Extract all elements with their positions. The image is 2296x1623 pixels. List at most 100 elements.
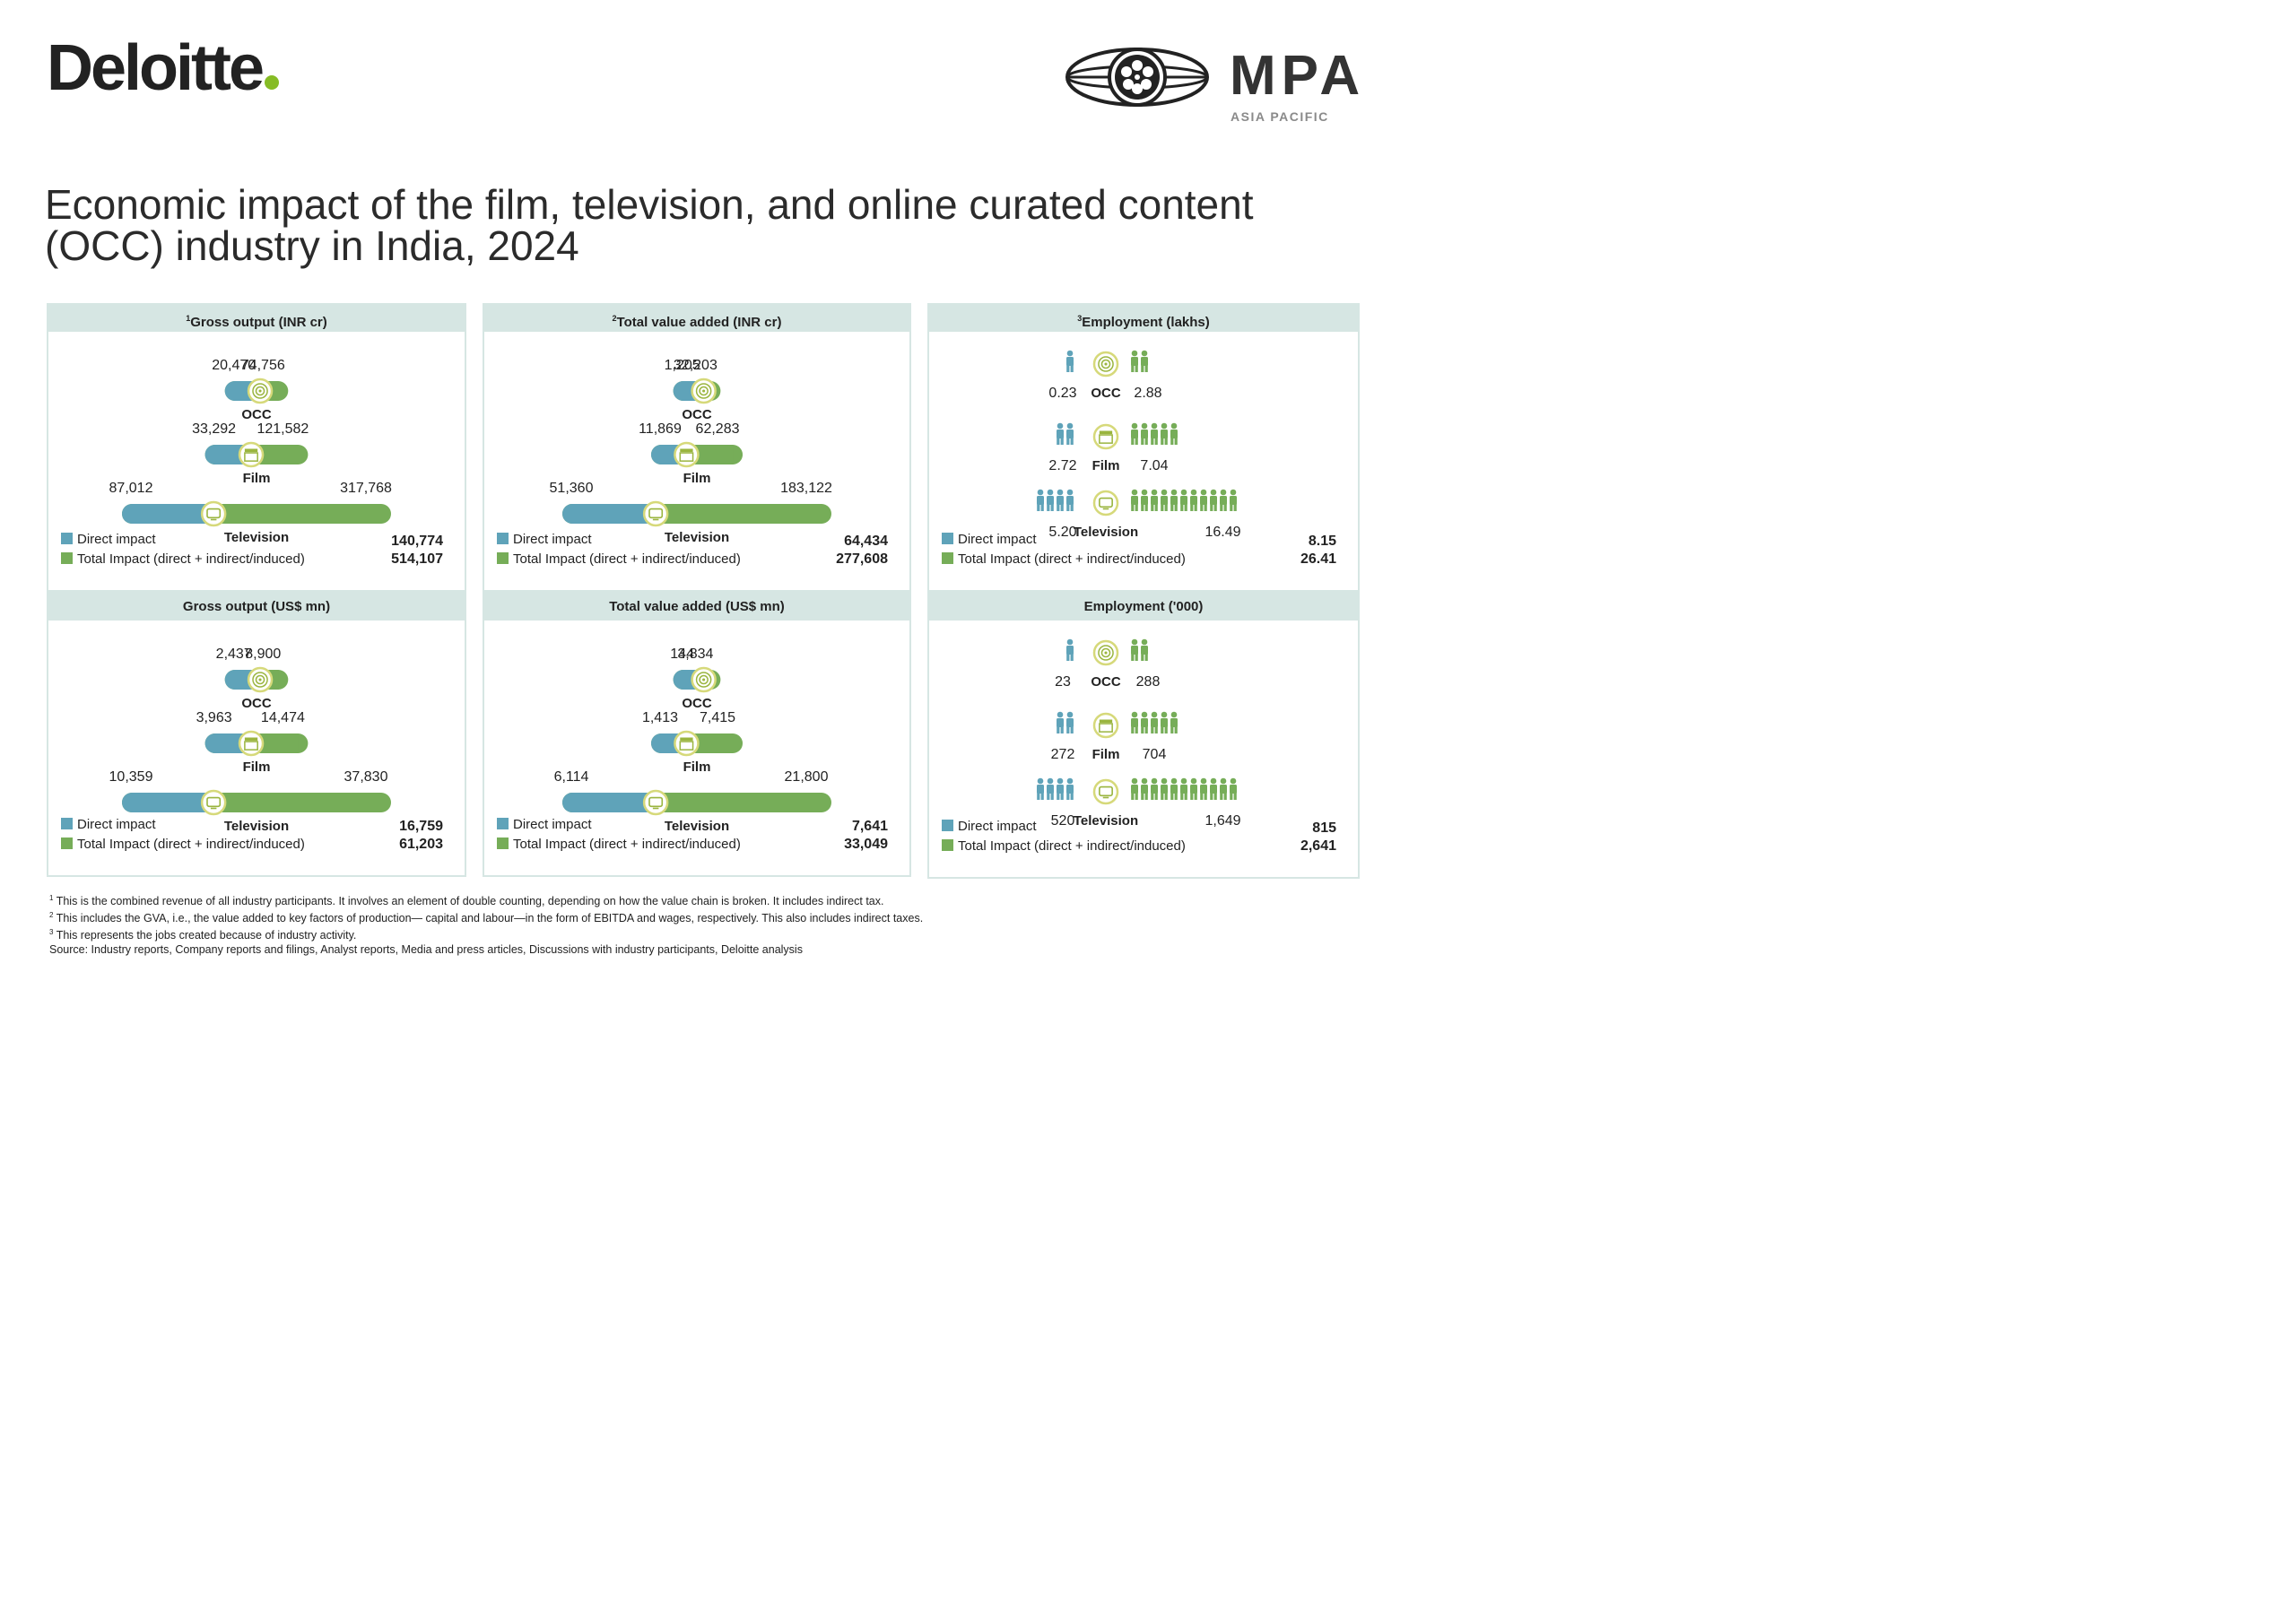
total-value-label: 14,474 — [261, 710, 305, 725]
direct-person-leg-left — [1066, 365, 1070, 372]
total-person-leg-right — [1194, 504, 1197, 511]
direct-value-label: 1,413 — [642, 710, 678, 725]
category-label-film: Film — [243, 471, 271, 486]
total-person-body — [1131, 430, 1138, 438]
total-person-leg-right — [1164, 726, 1168, 733]
direct-value-label: 33,292 — [192, 421, 236, 437]
clapperboard-icon — [244, 452, 258, 462]
total-value-label: 74,756 — [241, 358, 285, 373]
direct-person-head — [1066, 777, 1074, 785]
clapperboard-icon — [679, 452, 694, 462]
total-value-label: 7.04 — [1140, 458, 1168, 473]
direct-person-leg-right — [1040, 793, 1044, 800]
occ-center-dot-icon — [702, 678, 706, 681]
total-person-body — [1170, 785, 1178, 794]
occ-ring-icon — [252, 383, 268, 399]
total-person-leg-left — [1170, 504, 1174, 511]
total-value-label: 3,834 — [677, 647, 713, 662]
direct-person-leg-right — [1070, 438, 1074, 445]
direct-person-body — [1066, 357, 1074, 366]
television-badge — [1092, 778, 1119, 805]
direct-person-leg-left — [1057, 726, 1060, 733]
total-person-head — [1131, 422, 1138, 430]
panel-title-text: Total value added (US$ mn) — [609, 599, 785, 614]
total-person-leg-left — [1131, 726, 1135, 733]
total-person-head — [1170, 777, 1178, 785]
footnote-2-marker: 2 — [49, 911, 54, 920]
total-value-label: 21,800 — [785, 769, 829, 785]
legend: Direct impact Total Impact (direct + indi… — [942, 819, 1336, 854]
total-person-head — [1180, 777, 1187, 785]
total-person-leg-left — [1131, 504, 1135, 511]
direct-value-label: 3,963 — [196, 710, 232, 725]
category-label-film: Film — [1092, 747, 1120, 762]
bar-group-film: 11,869 62,283 Film — [639, 421, 744, 486]
direct-person-head — [1047, 777, 1054, 785]
category-label-television: Television — [224, 819, 289, 834]
television-icon — [648, 796, 664, 808]
total-person-leg-left — [1131, 365, 1135, 372]
total-person-leg-left — [1131, 654, 1135, 661]
television-icon — [206, 508, 222, 519]
occ-inner-ring-icon — [255, 386, 265, 396]
legend-direct-swatch — [942, 820, 953, 831]
direct-person-leg-right — [1060, 438, 1064, 445]
total-person-leg-left — [1151, 438, 1154, 445]
direct-person-leg-left — [1066, 726, 1070, 733]
direct-bar-television — [562, 793, 666, 812]
total-person-leg-left — [1170, 726, 1174, 733]
television-badge — [200, 500, 227, 527]
category-label-television: Television — [224, 530, 289, 545]
clapperboard-icon — [1099, 723, 1113, 733]
pictograph-group-occ: 23 OCC 288 — [1055, 638, 1160, 690]
total-person-leg-right — [1135, 504, 1138, 511]
total-person-body — [1161, 430, 1168, 438]
total-person-body — [1141, 646, 1148, 655]
direct-person-head — [1057, 777, 1064, 785]
bar-group-film: 3,963 14,474 Film — [196, 710, 309, 775]
mpa-globe-reel-icon — [1065, 48, 1209, 107]
film-badge — [1092, 423, 1119, 450]
clapper-stripe-icon — [680, 448, 693, 453]
panel-title-footnote-marker: 3 — [1077, 314, 1083, 323]
total-person-head — [1141, 422, 1148, 430]
film-badge — [1092, 712, 1119, 739]
direct-person-body — [1066, 785, 1074, 794]
total-direct-value: 16,759 — [399, 819, 443, 834]
footnote-1: 1 This is the combined revenue of all in… — [49, 891, 1350, 908]
direct-person-head — [1066, 638, 1074, 646]
total-person-leg-right — [1135, 726, 1138, 733]
direct-person-leg-right — [1070, 365, 1074, 372]
category-label-occ: OCC — [241, 407, 272, 422]
legend-total-label: Total Impact (direct + indirect/induced) — [513, 551, 741, 567]
total-person-leg-right — [1144, 793, 1148, 800]
occ-ring-icon — [695, 672, 712, 688]
total-person-leg-right — [1233, 793, 1237, 800]
occ-inner-ring-icon — [699, 386, 709, 396]
bar-group-television: 10,359 37,830 Television — [109, 769, 391, 834]
television-badge — [642, 500, 669, 527]
panel-title: 3Employment (lakhs) — [929, 305, 1358, 332]
total-person-head — [1200, 489, 1207, 496]
total-person-head — [1210, 777, 1217, 785]
total-person-leg-right — [1164, 504, 1168, 511]
panel-title: 1Gross output (INR cr) — [48, 305, 465, 332]
direct-person-body — [1047, 785, 1054, 794]
total-person-head — [1180, 489, 1187, 496]
legend-direct-label: Direct impact — [513, 817, 592, 832]
total-person-head — [1131, 711, 1138, 718]
occ-inner-ring-icon — [1100, 359, 1111, 369]
total-person-leg-right — [1164, 438, 1168, 445]
total-person-head — [1161, 489, 1168, 496]
total-value-label: 32,203 — [674, 358, 718, 373]
total-person-leg-left — [1180, 793, 1184, 800]
total-bar-fill-television — [656, 504, 822, 524]
total-person-body — [1151, 718, 1158, 727]
direct-value-label: 2.72 — [1048, 458, 1076, 473]
category-label-occ: OCC — [241, 696, 272, 711]
total-person-leg-right — [1144, 438, 1148, 445]
